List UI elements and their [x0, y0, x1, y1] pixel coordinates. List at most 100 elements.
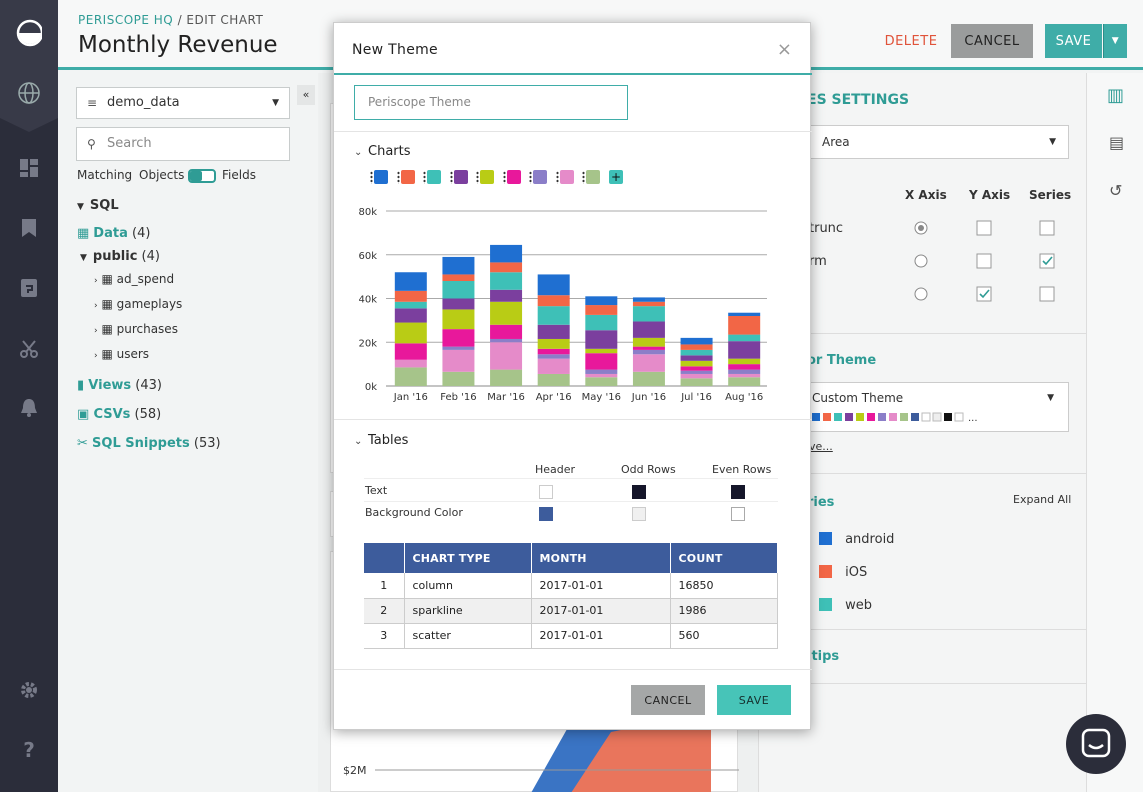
delete-button[interactable]: DELETE — [884, 33, 938, 49]
left-nav: ? — [0, 0, 58, 792]
drag-handle-icon[interactable] — [476, 171, 479, 184]
expand-all-link[interactable]: Expand All — [1013, 493, 1072, 506]
bell-icon[interactable] — [16, 395, 42, 421]
views-section[interactable]: ▮ Views (43) — [77, 378, 162, 393]
fields-label[interactable]: Fields — [222, 168, 256, 182]
csvs-section[interactable]: ▣ CSVs (58) — [77, 407, 161, 422]
palette-color-swatch[interactable] — [400, 170, 415, 184]
charts-section-toggle[interactable]: ⌄ Charts — [354, 144, 411, 159]
history-icon[interactable]: ↺ — [1109, 181, 1123, 200]
even-text-color-swatch[interactable] — [731, 485, 745, 499]
save-theme-link[interactable]: ve... — [809, 440, 833, 453]
objects-fields-toggle[interactable] — [188, 169, 216, 183]
datasource-select[interactable]: ≡ demo_data ▼ — [76, 87, 290, 119]
series-swatch[interactable] — [819, 598, 832, 611]
table-item[interactable]: › ▦ ad_spend — [94, 272, 174, 286]
data-settings-icon[interactable]: ▤ — [1109, 133, 1125, 152]
bar-segment — [537, 358, 570, 374]
y-axis-label: $2M — [343, 764, 367, 777]
axis-selector-grid[interactable] — [909, 217, 1089, 307]
objects-label[interactable]: Objects — [139, 168, 185, 182]
x-tick-label: Jul '16 — [680, 392, 712, 403]
collapse-panel-button[interactable]: « — [297, 85, 315, 105]
x-tick-label: Apr '16 — [536, 392, 572, 403]
bar-segment — [585, 377, 618, 386]
drag-handle-icon[interactable] — [502, 171, 506, 184]
palette-color-swatch[interactable] — [533, 170, 547, 184]
series-item[interactable]: web — [819, 594, 872, 613]
chart-type-value: Area — [822, 135, 850, 149]
palette-color-swatch[interactable] — [374, 170, 388, 184]
palette-color-swatch[interactable] — [559, 170, 574, 184]
chart-type-select[interactable]: Area ▼ — [809, 125, 1069, 159]
bookmark-icon[interactable] — [16, 215, 42, 241]
drag-handle-icon[interactable] — [423, 171, 426, 184]
report-icon[interactable] — [16, 275, 42, 301]
chart-settings-icon[interactable]: ▥ — [1107, 85, 1125, 106]
drag-handle-icon[interactable] — [529, 171, 532, 184]
table-row: 2 sparkline 2017-01-01 1986 — [364, 598, 778, 624]
drag-handle-icon[interactable] — [396, 171, 400, 184]
gear-icon[interactable] — [16, 677, 42, 703]
palette-color-swatch[interactable] — [427, 170, 441, 184]
sql-section[interactable]: ▼ SQL — [77, 198, 119, 213]
save-dropdown-button[interactable]: ▼ — [1103, 24, 1127, 58]
drag-handle-icon[interactable] — [555, 171, 559, 184]
table-item[interactable]: › ▦ purchases — [94, 322, 178, 336]
save-button[interactable]: SAVE — [1045, 24, 1102, 58]
bar-segment — [537, 348, 570, 355]
chat-launcher-button[interactable] — [1066, 714, 1126, 774]
odd-text-color-swatch[interactable] — [632, 485, 646, 499]
tables-section-toggle[interactable]: ⌄ Tables — [354, 433, 408, 448]
snippets-section[interactable]: ✂ SQL Snippets (53) — [77, 436, 221, 451]
series-settings-title: ES SETTINGS — [807, 92, 910, 108]
palette-color-swatch[interactable] — [586, 170, 600, 184]
modal-save-button[interactable]: SAVE — [717, 685, 791, 715]
palette-color-swatch[interactable] — [453, 170, 468, 184]
help-icon[interactable]: ? — [23, 738, 35, 762]
divider — [759, 683, 1087, 684]
table-item[interactable]: › ▦ users — [94, 347, 149, 361]
divider — [334, 419, 812, 420]
header-text-color-swatch[interactable] — [539, 485, 553, 499]
globe-icon[interactable] — [16, 80, 42, 106]
cancel-button[interactable]: CANCEL — [951, 24, 1033, 58]
series-item[interactable]: iOS — [819, 561, 867, 580]
database-icon: ≡ — [87, 96, 98, 110]
dashboard-icon[interactable] — [16, 155, 42, 181]
series-item[interactable]: android — [819, 528, 894, 547]
scissors-icon[interactable] — [16, 336, 42, 362]
divider — [334, 669, 812, 670]
table-icon: ▦ — [101, 297, 113, 311]
table-item[interactable]: › ▦ gameplays — [94, 297, 182, 311]
divider — [364, 501, 778, 502]
modal-cancel-button[interactable]: CANCEL — [631, 685, 705, 715]
column-header: MONTH — [531, 543, 671, 573]
drag-handle-icon[interactable] — [449, 171, 453, 184]
drag-handle-icon[interactable] — [370, 171, 373, 184]
header-bg-color-swatch[interactable] — [539, 507, 553, 521]
data-section[interactable]: ▦ Data (4) — [77, 226, 150, 241]
breadcrumb-home-link[interactable]: PERISCOPE HQ — [78, 13, 174, 27]
public-schema[interactable]: ▼ public (4) — [80, 249, 160, 264]
drag-handle-icon[interactable] — [582, 171, 585, 184]
schema-search-input[interactable]: ⚲ Search — [76, 127, 290, 161]
add-color-button[interactable]: + — [609, 170, 623, 184]
data-count: (4) — [132, 226, 151, 241]
series-swatch[interactable] — [819, 532, 832, 545]
theme-preview-chart: 0k 20k 40k 60k 80k Jan '16 Feb '16 Mar '16 Apr '… — [358, 207, 767, 403]
palette-color-swatch[interactable] — [480, 170, 494, 184]
y-tick-label: 40k — [358, 295, 377, 306]
chevron-down-icon: ▼ — [1047, 393, 1054, 403]
theme-name-input[interactable]: Periscope Theme — [354, 85, 628, 120]
even-bg-color-swatch[interactable] — [731, 507, 745, 521]
periscope-logo-icon[interactable] — [16, 19, 42, 47]
sql-label: SQL — [89, 198, 119, 213]
close-icon[interactable]: × — [776, 39, 792, 60]
odd-bg-color-swatch[interactable] — [632, 507, 646, 521]
series-swatch[interactable] — [819, 565, 832, 578]
palette-color-swatch[interactable] — [506, 170, 521, 184]
bar-segment — [585, 296, 618, 306]
color-theme-select[interactable]: Custom Theme ▼ ... — [809, 382, 1069, 432]
bar-segment — [585, 353, 618, 370]
